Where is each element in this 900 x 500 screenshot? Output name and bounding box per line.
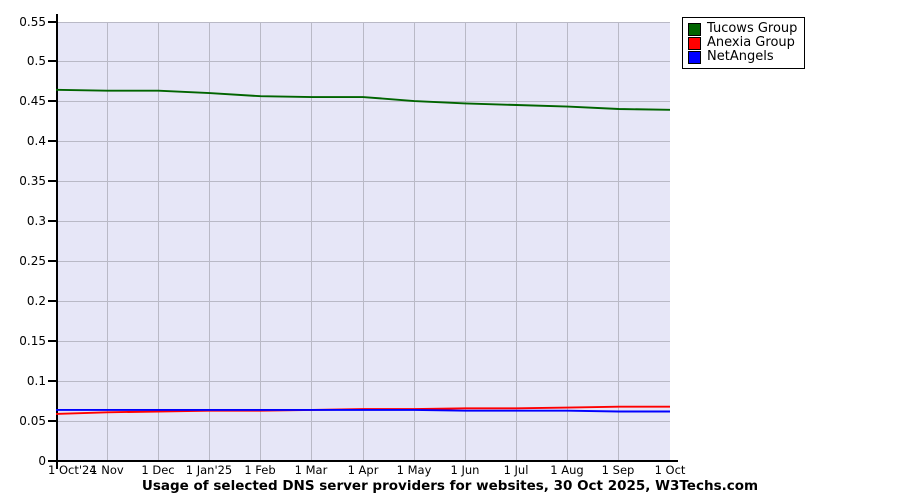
y-tick-mark [48,220,57,222]
y-tick-mark [48,140,57,142]
y-tick-label: 0.5 [0,55,46,67]
y-tick-mark [48,460,57,462]
y-tick-label-text: 0.55 [19,15,46,29]
y-tick-mark [48,300,57,302]
y-tick-label-text: 0.25 [19,254,46,268]
y-tick-mark [48,420,57,422]
legend-swatch-icon [688,50,701,64]
x-tick-label: 1 Oct'24 [48,463,97,477]
chart-legend: Tucows Group Anexia Group NetAngels [682,17,806,69]
y-tick-label: 0.2 [0,295,46,307]
gridline-vertical [465,22,466,461]
y-tick-label: 0.45 [0,95,46,107]
y-tick-label-text: 0.3 [26,214,46,228]
gridline-vertical [311,22,312,461]
y-tick-label: 0.55 [0,16,46,28]
x-tick-label: 1 Jun [450,463,480,477]
x-tick-mark [260,460,262,461]
y-tick-label-text: 0.15 [19,334,46,348]
legend-label: Tucows Group [707,21,798,36]
y-tick-mark [48,60,57,62]
legend-label: Anexia Group [707,35,795,50]
y-tick-label-text: 0.4 [26,134,46,148]
x-tick-label: 1 Aug [550,463,584,477]
y-tick-label: 0.35 [0,175,46,187]
gridline-vertical [209,22,210,461]
x-tick-label: 1 Oct [654,463,686,477]
x-tick-mark [56,460,58,461]
y-tick-label: 0.15 [0,335,46,347]
legend-label: NetAngels [707,49,774,64]
x-tick-mark [465,460,467,461]
x-tick-label: 1 Jan'25 [185,463,233,477]
x-tick-mark [516,460,518,461]
series-line-tucows-group [56,88,670,111]
x-tick-mark [107,460,109,461]
chart-caption: Usage of selected DNS server providers f… [141,478,759,494]
y-tick-mark [48,100,57,102]
x-tick-label: 1 Dec [141,463,175,477]
y-tick-label-text: 0.1 [26,374,46,388]
y-tick-label: 0.3 [0,215,46,227]
y-tick-mark [48,21,57,23]
x-tick-mark [618,460,620,461]
legend-swatch-icon [688,36,701,50]
y-tick-label: 0.4 [0,135,46,147]
y-tick-label: 0.05 [0,415,46,427]
y-tick-mark [48,340,57,342]
gridline-vertical [107,22,108,461]
legend-item: Anexia Group [688,36,797,50]
x-tick-label: 1 Mar [294,463,328,477]
y-tick-label-text: 0.45 [19,94,46,108]
legend-swatch-icon [688,22,701,36]
y-tick-mark [48,180,57,182]
gridline-vertical [567,22,568,461]
y-tick-label-text: 0 [38,454,46,468]
series-plot [56,88,670,415]
y-tick-label: 0.1 [0,375,46,387]
y-tick-label-text: 0.35 [19,174,46,188]
x-tick-label: 1 May [396,463,432,477]
x-tick-mark [158,460,160,461]
y-tick-label-text: 0.2 [26,294,46,308]
x-tick-mark [567,460,569,461]
legend-item: Tucows Group [688,22,797,36]
x-tick-mark [209,460,211,461]
y-tick-mark [48,260,57,262]
y-axis-line [56,14,58,469]
x-tick-mark [311,460,313,461]
y-tick-label: 0 [0,455,46,467]
gridline-vertical [516,22,517,461]
x-tick-label: 1 Sep [601,463,635,477]
x-tick-label: 1 Apr [347,463,379,477]
y-tick-mark [48,380,57,382]
x-axis-line [48,460,678,462]
gridline-vertical [618,22,619,461]
x-tick-mark [414,460,416,461]
series-line-netangels [56,408,670,413]
gridline-vertical [363,22,364,461]
x-tick-label: 1 Jul [503,463,529,477]
y-tick-label-text: 0.5 [26,54,46,68]
x-tick-mark [670,460,672,461]
legend-item: NetAngels [688,50,797,64]
gridline-vertical [158,22,159,461]
x-tick-mark [363,460,365,461]
gridline-vertical [414,22,415,461]
y-tick-label: 0.25 [0,255,46,267]
gridline-vertical [260,22,261,461]
x-tick-label: 1 Nov [90,463,124,477]
x-tick-label: 1 Feb [244,463,276,477]
y-tick-label-text: 0.05 [19,414,46,428]
